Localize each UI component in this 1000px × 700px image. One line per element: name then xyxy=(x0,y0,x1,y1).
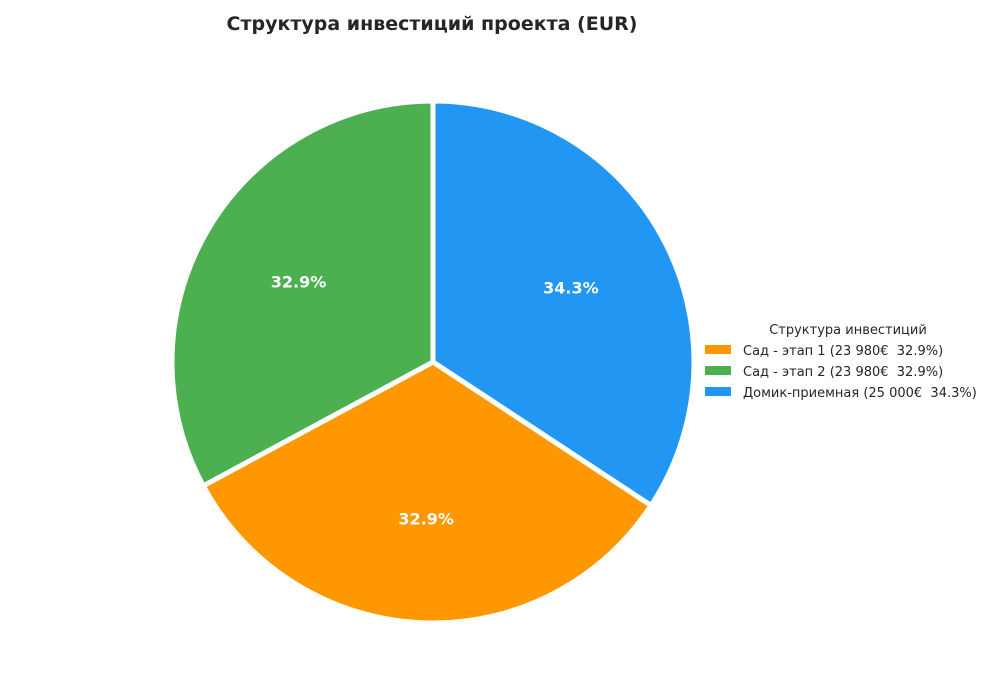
chart-title: Структура инвестиций проекта (EUR) xyxy=(227,13,638,35)
legend-title: Структура инвестиций xyxy=(769,323,927,338)
legend-swatch-1 xyxy=(705,345,731,354)
legend-label-3: Домик-приемная (25 000€ 34.3%) xyxy=(743,386,977,401)
legend-swatch-3 xyxy=(705,387,731,396)
pie-slices xyxy=(169,98,697,626)
legend-label-2: Сад - этап 2 (23 980€ 32.9%) xyxy=(743,365,943,380)
legend: Структура инвестиций Сад - этап 1 (23 98… xyxy=(705,323,977,401)
legend-label-1: Сад - этап 1 (23 980€ 32.9%) xyxy=(743,344,943,359)
slice-percent-label-3: 34.3% xyxy=(543,279,599,298)
legend-swatch-2 xyxy=(705,366,731,375)
pie-slice-2 xyxy=(169,98,436,489)
pie-slice-labels: 34.3% 32.9% 32.9% xyxy=(271,273,599,529)
slice-percent-label-1: 32.9% xyxy=(398,509,454,528)
slice-percent-label-2: 32.9% xyxy=(271,273,327,292)
